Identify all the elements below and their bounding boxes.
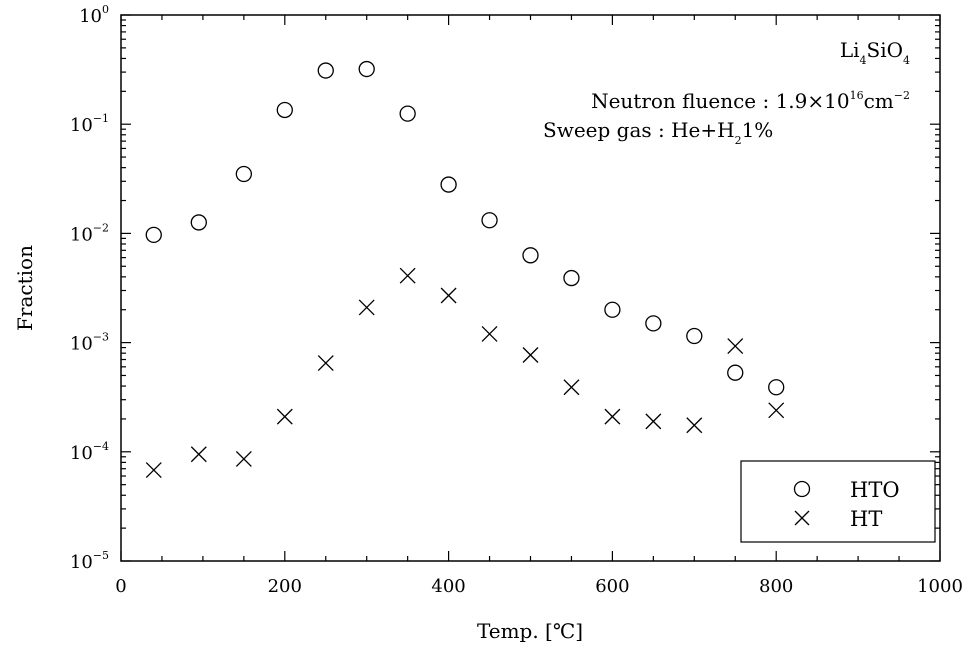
material-sub1: 4 xyxy=(860,54,867,67)
y-tick-label: 10−4 xyxy=(70,440,109,464)
y-axis-title: Fraction xyxy=(13,245,37,331)
point-ht xyxy=(768,402,785,419)
legend-hto-marker xyxy=(793,480,811,498)
point-ht xyxy=(276,408,293,425)
point-hto xyxy=(399,105,416,122)
x-tick-labels: 0 200 400 600 800 1000 xyxy=(115,576,963,597)
point-ht xyxy=(522,347,539,363)
legend-ht-label: HT xyxy=(850,507,882,531)
fluence-label: Neutron fluence : 1.9×1016cm−2 xyxy=(591,89,910,113)
point-hto xyxy=(145,226,162,243)
legend: HTO HT xyxy=(740,460,936,543)
point-hto xyxy=(358,60,375,78)
point-hto xyxy=(645,315,662,332)
legend-box xyxy=(740,460,936,543)
fluence-mid: cm xyxy=(864,89,894,113)
point-ht xyxy=(399,267,416,284)
x-axis-title: Temp. [℃] xyxy=(477,619,583,643)
y-tick-label: 10−3 xyxy=(70,331,109,355)
y-tick-labels: 100 10−1 10−2 10−3 10−4 10−5 xyxy=(70,3,109,573)
y-tick-label: 10−2 xyxy=(70,221,109,245)
point-hto xyxy=(235,165,253,183)
y-tick-label: 10−5 xyxy=(70,549,109,573)
point-hto xyxy=(190,214,207,231)
point-hto xyxy=(604,301,621,318)
point-hto xyxy=(563,269,580,287)
point-ht xyxy=(645,413,662,430)
ticks xyxy=(120,14,941,562)
legend-hto-label: HTO xyxy=(850,478,900,502)
y-tick-label: 10−1 xyxy=(70,112,109,136)
point-ht xyxy=(686,417,703,434)
point-ht xyxy=(317,355,334,371)
point-ht xyxy=(358,299,375,316)
x-tick-label: 600 xyxy=(595,576,629,597)
point-hto xyxy=(727,364,744,381)
y-tick-label: 100 xyxy=(79,3,109,27)
point-ht xyxy=(145,462,162,479)
point-ht xyxy=(481,325,498,342)
point-hto xyxy=(317,62,334,79)
point-hto xyxy=(276,101,293,119)
data-points xyxy=(145,60,785,479)
fluence-exp2: −2 xyxy=(894,89,910,102)
x-tick-label: 1000 xyxy=(917,576,963,597)
point-hto xyxy=(768,379,785,396)
point-ht xyxy=(563,379,580,396)
point-ht xyxy=(604,408,621,425)
sweep-sub: 2 xyxy=(735,134,742,147)
x-tick-label: 400 xyxy=(431,576,465,597)
material-label: Li4SiO4 xyxy=(840,38,910,67)
legend-ht-marker xyxy=(794,510,810,526)
point-ht xyxy=(235,450,252,467)
fluence-exp1: 16 xyxy=(850,89,864,102)
sweep-prefix: Sweep gas : He+H xyxy=(543,118,735,142)
point-hto xyxy=(481,212,498,229)
point-hto xyxy=(522,247,539,264)
x-tick-label: 200 xyxy=(268,576,302,597)
material-main2: SiO xyxy=(867,38,904,62)
material-main1: Li xyxy=(840,38,860,62)
x-tick-label: 0 xyxy=(115,576,126,597)
material-sub2: 4 xyxy=(903,54,910,67)
point-ht xyxy=(190,446,207,463)
sweep-gas-label: Sweep gas : He+H21% xyxy=(543,118,773,147)
x-tick-label: 800 xyxy=(759,576,793,597)
fluence-prefix: Neutron fluence : 1.9×10 xyxy=(591,89,850,113)
point-hto xyxy=(440,176,457,193)
point-ht xyxy=(440,287,457,304)
point-hto xyxy=(686,327,703,345)
point-ht xyxy=(727,338,744,355)
sweep-suffix: 1% xyxy=(742,118,774,142)
